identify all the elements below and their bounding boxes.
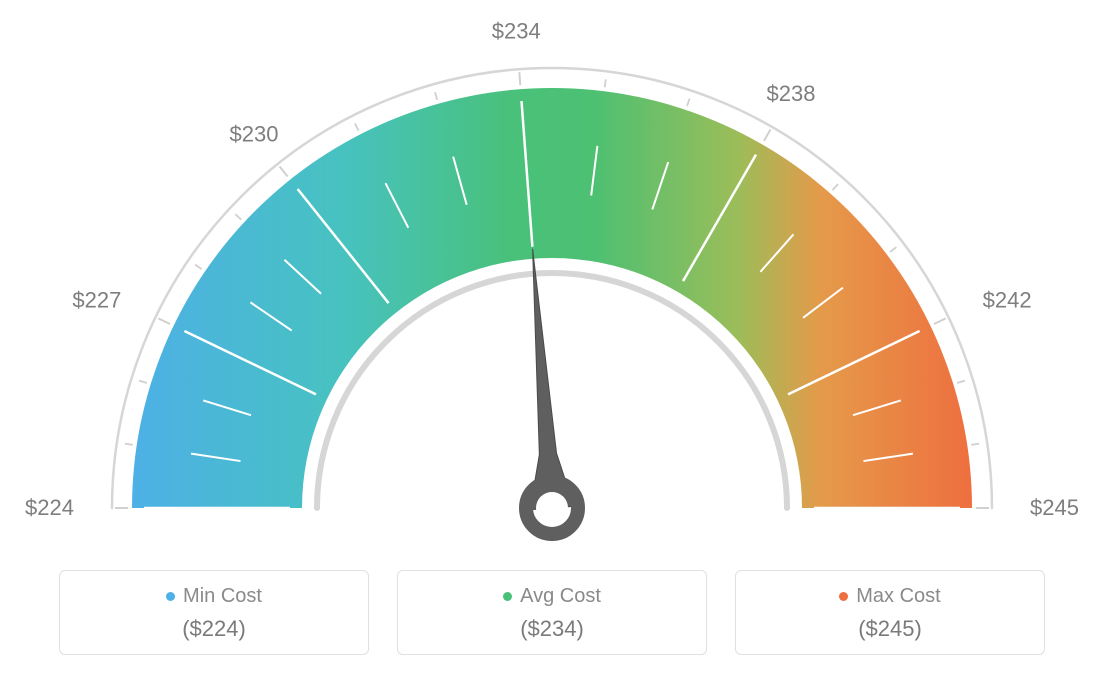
legend-min-value: ($224) [70, 616, 358, 642]
legend-min-label: Min Cost [183, 585, 262, 608]
legend-card-min: Min Cost ($224) [59, 570, 369, 655]
svg-text:$230: $230 [229, 121, 278, 146]
legend-max-label: Max Cost [856, 585, 940, 608]
legend-row: Min Cost ($224) Avg Cost ($234) Max Cost… [0, 570, 1104, 655]
legend-avg-value: ($234) [408, 616, 696, 642]
svg-text:$224: $224 [25, 495, 74, 520]
cost-gauge-chart: $224 $227 $230 $234 $238 $242 $245 [0, 0, 1104, 560]
legend-max-dot [839, 592, 848, 601]
legend-min-dot [166, 592, 175, 601]
svg-text:$238: $238 [767, 81, 816, 106]
gauge-svg: $224 $227 $230 $234 $238 $242 $245 [0, 0, 1104, 560]
legend-max-top: Max Cost [839, 585, 940, 608]
legend-card-max: Max Cost ($245) [735, 570, 1045, 655]
svg-text:$242: $242 [983, 288, 1032, 313]
legend-max-value: ($245) [746, 616, 1034, 642]
svg-text:$245: $245 [1030, 495, 1079, 520]
legend-card-avg: Avg Cost ($234) [397, 570, 707, 655]
legend-min-top: Min Cost [166, 585, 262, 608]
svg-text:$234: $234 [492, 18, 541, 43]
legend-avg-top: Avg Cost [503, 585, 601, 608]
svg-text:$227: $227 [72, 288, 121, 313]
legend-avg-label: Avg Cost [520, 585, 601, 608]
legend-avg-dot [503, 592, 512, 601]
